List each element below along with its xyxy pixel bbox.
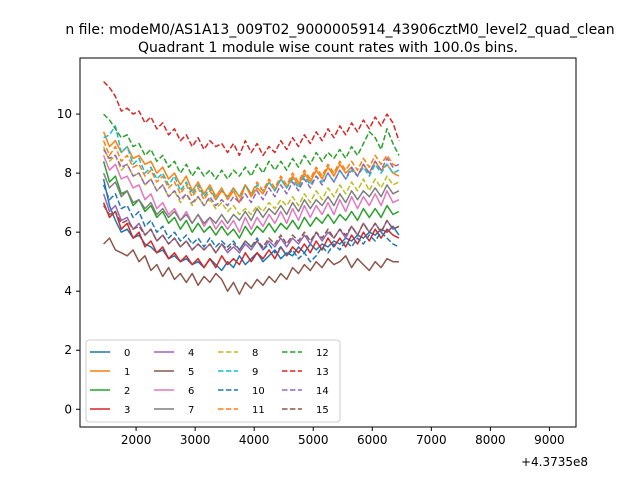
y-tick-label: 10 <box>57 107 72 121</box>
x-tick-label: 6000 <box>357 433 388 447</box>
figure-suptitle: n file: modeM0/AS1A13_009T02_9000005914_… <box>65 22 614 38</box>
legend-label-5: 5 <box>188 367 194 378</box>
legend-label-2: 2 <box>124 386 130 397</box>
x-tick-label: 9000 <box>534 433 565 447</box>
legend-label-8: 8 <box>252 348 258 359</box>
y-tick-label: 4 <box>64 284 72 298</box>
y-tick-label: 8 <box>64 166 72 180</box>
series-line-10 <box>102 184 400 263</box>
series-line-7 <box>102 172 400 225</box>
legend-label-6: 6 <box>188 386 194 397</box>
legend-frame <box>85 339 341 423</box>
legend-label-3: 3 <box>124 405 130 416</box>
chart-title: Quadrant 1 module wise count rates with … <box>138 40 518 56</box>
series-line-6 <box>102 155 400 233</box>
series-line-12 <box>103 113 400 180</box>
series-line-15 <box>102 205 400 254</box>
series-line-14 <box>102 149 400 207</box>
series-lines <box>102 81 400 295</box>
y-tick-label: 6 <box>64 225 72 239</box>
x-tick-label: 2000 <box>121 433 152 447</box>
y-tick-label: 2 <box>64 343 72 357</box>
legend-label-9: 9 <box>252 367 258 378</box>
series-line-11 <box>102 140 400 201</box>
legend-label-7: 7 <box>188 405 194 416</box>
legend-label-12: 12 <box>316 348 329 359</box>
series-line-5 <box>103 237 399 295</box>
series-line-8 <box>102 146 400 216</box>
plot-frame <box>79 57 577 428</box>
x-tick-label: 5000 <box>298 433 329 447</box>
series-line-3 <box>102 202 400 269</box>
x-tick-label: 8000 <box>475 433 506 447</box>
series-line-2 <box>102 161 400 239</box>
legend-label-14: 14 <box>316 386 329 397</box>
legend-label-11: 11 <box>252 405 265 416</box>
y-tick-label: 0 <box>64 402 72 416</box>
series-line-1 <box>102 131 400 204</box>
legend-label-10: 10 <box>252 386 265 397</box>
x-tick-label: 4000 <box>239 433 270 447</box>
legend-label-4: 4 <box>188 348 194 359</box>
x-tick-label: 3000 <box>180 433 211 447</box>
x-axis-offset-label: +4.3735e8 <box>521 455 588 469</box>
x-tick-label: 7000 <box>416 433 447 447</box>
legend-label-15: 15 <box>316 405 329 416</box>
legend-label-1: 1 <box>124 367 130 378</box>
series-line-13 <box>103 81 400 157</box>
y-axis: 0 2 4 6 8 10 <box>57 107 80 416</box>
x-axis: 2000 3000 4000 5000 6000 7000 8000 9000 <box>121 427 565 447</box>
legend-label-0: 0 <box>124 348 130 359</box>
legend-label-13: 13 <box>316 367 329 378</box>
